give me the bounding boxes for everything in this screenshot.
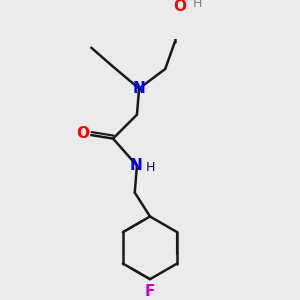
- Text: F: F: [145, 284, 155, 299]
- Text: O: O: [76, 126, 89, 141]
- Text: N: N: [130, 158, 142, 173]
- Text: O: O: [173, 0, 187, 14]
- Text: H: H: [145, 161, 155, 174]
- Text: H: H: [193, 0, 203, 10]
- Text: N: N: [133, 81, 146, 96]
